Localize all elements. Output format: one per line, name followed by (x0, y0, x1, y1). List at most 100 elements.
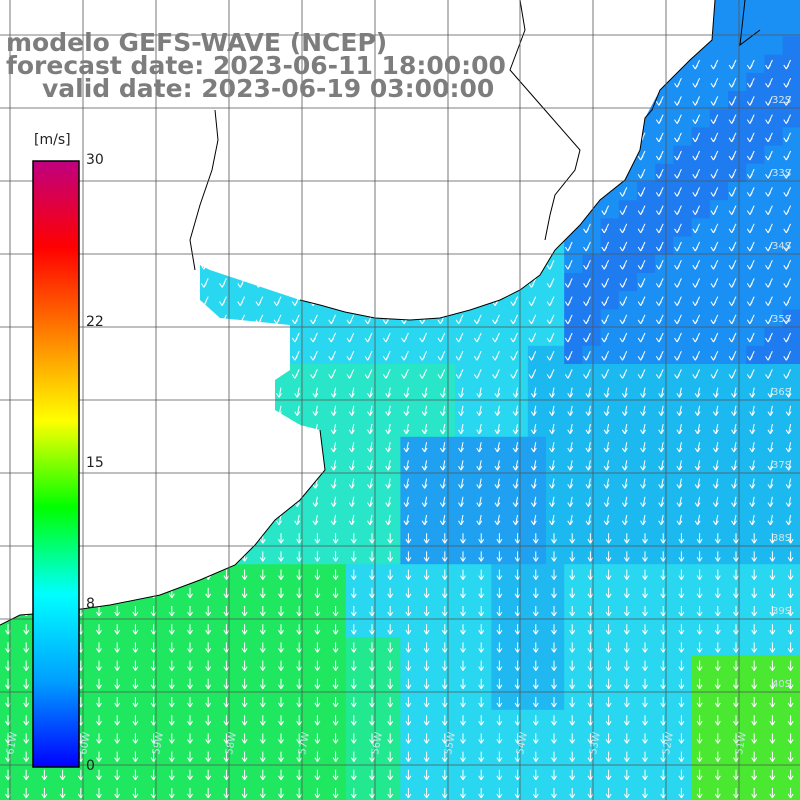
ocean-cell (637, 273, 656, 292)
ocean-cell (618, 236, 638, 256)
wind-arrow (692, 369, 701, 379)
wind-arrow (187, 678, 193, 690)
wind-arrow (348, 442, 355, 453)
wind-arrow (330, 496, 337, 507)
wind-arrow (655, 278, 664, 288)
wind-arrow (769, 642, 776, 653)
wind-arrow (332, 624, 339, 635)
wind-arrow (405, 533, 412, 544)
wind-arrow (692, 96, 701, 106)
ocean-cell (418, 618, 438, 638)
wind-arrow (569, 606, 576, 617)
ocean-cell (127, 600, 147, 620)
wind-arrow (310, 314, 318, 325)
ocean-cell (546, 254, 565, 274)
wind-arrow (310, 369, 318, 379)
wind-arrow (478, 715, 485, 726)
ocean-cell (600, 655, 620, 674)
ocean-cell (782, 728, 800, 747)
wind-arrow (496, 678, 503, 690)
ocean-cell (291, 382, 310, 401)
wind-arrow (642, 715, 648, 726)
wind-arrow (458, 387, 464, 398)
wind-arrow (132, 733, 139, 744)
ocean-cell (728, 473, 747, 492)
wind-arrow (678, 751, 685, 762)
ocean-cell (746, 418, 765, 438)
ocean-cell (618, 273, 638, 292)
wind-arrow (403, 423, 410, 435)
wind-arrow (746, 278, 755, 288)
ocean-cell (582, 546, 602, 565)
wind-arrow (642, 733, 648, 744)
wind-arrow (605, 660, 612, 671)
ocean-cell (728, 182, 747, 201)
ocean-cell (746, 254, 765, 274)
ocean-cell (236, 564, 256, 583)
ocean-cell (327, 782, 347, 800)
ocean-cell (546, 436, 565, 456)
wind-arrow (678, 678, 685, 690)
wind-arrow (259, 715, 266, 726)
wind-arrow (569, 769, 576, 781)
ocean-cell (728, 527, 747, 547)
ocean-cell (418, 436, 438, 456)
wind-arrow (132, 788, 139, 799)
ocean-cell (163, 655, 183, 674)
wind-arrow (655, 223, 664, 234)
ocean-cell (382, 509, 401, 529)
ocean-cell (637, 345, 656, 365)
ocean-cell (709, 746, 729, 765)
ocean-cell (527, 400, 547, 420)
ocean-cell (491, 637, 511, 656)
ocean-cell (309, 618, 329, 638)
wind-arrow (783, 332, 792, 343)
ocean-cell (582, 455, 602, 474)
ocean-cell (546, 655, 565, 674)
ocean-cell (527, 436, 547, 456)
wind-arrow (601, 332, 610, 343)
ocean-cell (582, 327, 602, 347)
wind-arrow (714, 715, 721, 726)
wind-arrow (367, 387, 373, 398)
wind-arrow (328, 369, 337, 379)
wind-arrow (350, 751, 357, 762)
lat-label: 39S (772, 606, 791, 617)
wind-arrow (746, 132, 755, 143)
wind-arrow (332, 551, 339, 562)
wind-arrow (710, 278, 719, 288)
ocean-cell (764, 709, 784, 729)
ocean-cell (218, 709, 238, 729)
ocean-cell (746, 18, 765, 37)
wind-arrow (564, 314, 573, 325)
wind-arrow (96, 733, 102, 744)
ocean-cell (182, 637, 201, 656)
wind-arrow (460, 751, 466, 762)
wind-arrow (168, 642, 175, 653)
wind-arrow (528, 350, 537, 361)
ocean-cell (546, 673, 565, 693)
ocean-cell (254, 673, 274, 693)
ocean-cell (382, 728, 401, 747)
ocean-cell (509, 582, 529, 602)
wind-arrow (96, 624, 102, 635)
wind-arrow (364, 350, 373, 361)
wind-arrow (132, 715, 139, 726)
wind-arrow (605, 733, 612, 744)
wind-arrow (512, 387, 519, 398)
ocean-cell (491, 364, 511, 383)
ocean-cell (327, 582, 347, 602)
wind-arrow (785, 514, 792, 526)
wind-arrow (694, 514, 701, 526)
lat-label: 34S (772, 241, 791, 252)
wind-arrow (132, 678, 139, 690)
wind-arrow (767, 460, 774, 471)
ocean-cell (345, 418, 365, 438)
wind-arrow (751, 587, 758, 599)
ocean-cell (582, 254, 602, 274)
ocean-cell (746, 54, 765, 74)
wind-arrow (455, 314, 464, 325)
wind-arrow (674, 77, 682, 88)
ocean-cell (691, 309, 711, 329)
ocean-cell (673, 728, 693, 747)
